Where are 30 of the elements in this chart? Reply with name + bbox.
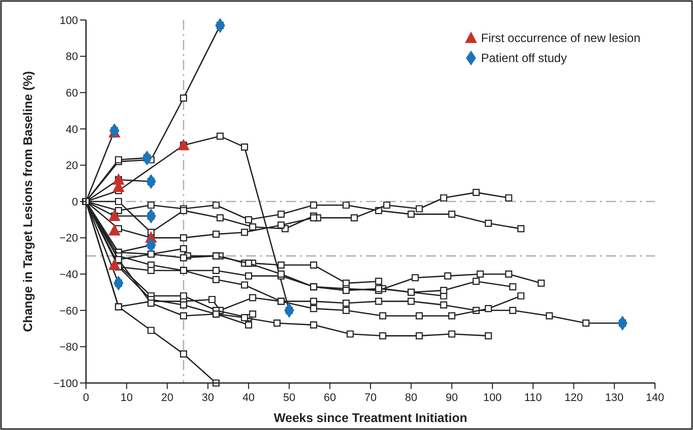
y-tick-label: −40 bbox=[59, 268, 78, 281]
x-tick-label: 120 bbox=[564, 392, 583, 404]
legend-label: First occurrence of new lesion bbox=[481, 31, 640, 46]
y-tick-label: 0 bbox=[72, 196, 78, 208]
x-tick-label: 10 bbox=[120, 392, 133, 404]
x-tick-label: 90 bbox=[446, 392, 458, 404]
x-axis-title: Weeks since Treatment Initiation bbox=[274, 411, 468, 425]
x-tick-label: 20 bbox=[161, 392, 174, 404]
x-tick-label: 100 bbox=[483, 392, 502, 404]
x-tick-label: 30 bbox=[202, 392, 214, 404]
x-tick-label: 0 bbox=[82, 392, 90, 404]
y-axis-title: Change in Target Lesions from Baseline (%) bbox=[21, 71, 35, 332]
x-tick-label: 110 bbox=[524, 392, 542, 404]
x-tick-label: 140 bbox=[646, 392, 664, 404]
x-tick-label: 50 bbox=[283, 392, 296, 404]
y-tick-label: 40 bbox=[66, 124, 78, 136]
y-tick-label: −60 bbox=[59, 305, 78, 318]
y-tick-label: 20 bbox=[66, 160, 78, 172]
x-tick-label: 40 bbox=[242, 392, 255, 404]
x-tick-label: 130 bbox=[605, 392, 624, 404]
y-tick-label: 100 bbox=[60, 14, 78, 27]
x-tick-label: 60 bbox=[324, 392, 336, 404]
legend-label: Patient off study bbox=[481, 51, 567, 66]
y-tick-label: 80 bbox=[66, 51, 78, 64]
y-tick-label: 60 bbox=[66, 87, 78, 100]
x-tick-label: 70 bbox=[364, 392, 377, 404]
x-tick-label: 80 bbox=[405, 392, 418, 404]
y-tick-label: −80 bbox=[59, 342, 78, 354]
y-tick-label: −20 bbox=[59, 232, 78, 245]
y-tick-label: −100 bbox=[53, 378, 78, 390]
